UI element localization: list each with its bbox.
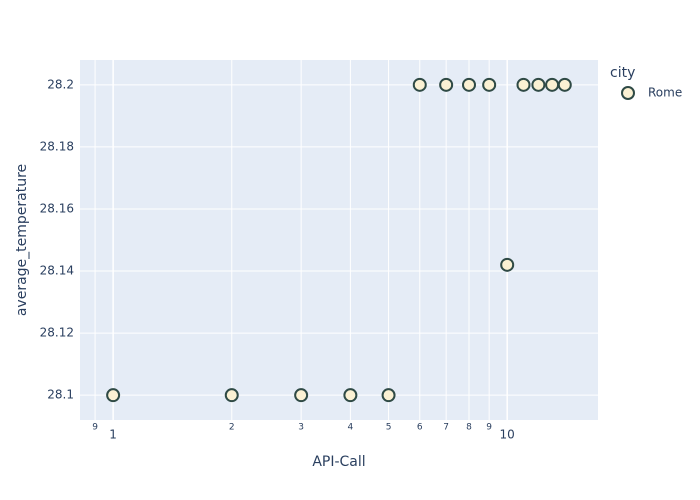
data-point (381, 388, 396, 403)
data-point (439, 77, 454, 92)
data-point (412, 77, 427, 92)
data-point (557, 77, 572, 92)
x-tick-label: 5 (386, 423, 392, 433)
x-tick-label: 3 (298, 423, 304, 433)
y-tick-label: 28.14 (40, 264, 74, 278)
y-tick-label: 28.12 (40, 326, 74, 340)
legend-label: Rome (648, 86, 682, 100)
x-tick-label: 4 (348, 423, 354, 433)
legend-marker (621, 86, 635, 100)
x-tick-label: 7 (443, 423, 449, 433)
y-tick-label: 28.16 (40, 201, 74, 215)
data-point (462, 77, 477, 92)
x-tick-label: 10 (500, 428, 515, 442)
x-tick-label: 8 (466, 423, 472, 433)
data-point (531, 77, 546, 92)
y-tick-label: 28.2 (47, 77, 74, 91)
data-point (545, 77, 560, 92)
legend-title: city (610, 65, 635, 81)
plot-area (80, 60, 598, 420)
data-point (516, 77, 531, 92)
data-point (343, 388, 358, 403)
x-tick-label: 6 (417, 423, 423, 433)
data-point (482, 77, 497, 92)
data-point (294, 388, 309, 403)
data-point (106, 388, 121, 403)
y-tick-label: 28.18 (40, 139, 74, 153)
x-tick-label: 9 (486, 423, 492, 433)
data-point (224, 388, 239, 403)
x-tick-label: 2 (229, 423, 235, 433)
data-point (500, 257, 515, 272)
y-axis-title: average_temperature (14, 164, 30, 316)
x-tick-label: 9 (92, 423, 98, 433)
y-tick-label: 28.1 (47, 388, 74, 402)
x-axis-title: API-Call (312, 454, 365, 470)
x-tick-label: 1 (109, 428, 117, 442)
